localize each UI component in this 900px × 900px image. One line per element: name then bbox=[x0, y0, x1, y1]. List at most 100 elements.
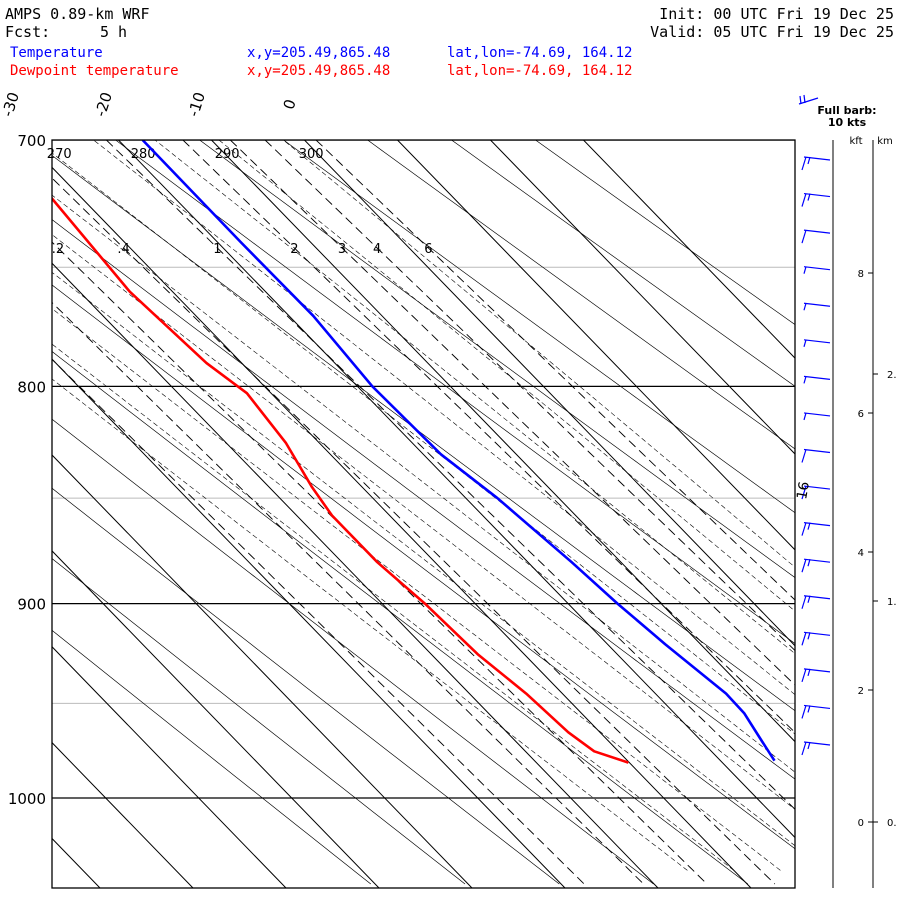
isotherm-line bbox=[52, 550, 380, 888]
isotherm-label: 0 bbox=[280, 97, 300, 112]
isotherm-line bbox=[583, 140, 795, 359]
potential-temp-label: 270 bbox=[47, 147, 72, 162]
mixing-ratio-label: 4 bbox=[373, 242, 381, 257]
wind-barb-half bbox=[803, 412, 807, 421]
wind-legend-barb bbox=[799, 95, 802, 105]
wind-barb-half bbox=[807, 705, 811, 713]
wind-barb bbox=[803, 229, 831, 234]
potential-temp-label: 280 bbox=[131, 147, 156, 162]
wind-barb-half bbox=[803, 303, 807, 311]
mixing-ratio-label: 2 bbox=[290, 242, 298, 257]
moist-adiabat bbox=[282, 140, 795, 568]
mixing-ratio-label: 1 bbox=[213, 242, 221, 257]
pressure-axis: 700 800 900 1000 bbox=[8, 132, 46, 808]
wind-barb bbox=[803, 412, 831, 417]
moist-adiabat bbox=[93, 140, 795, 695]
isotherm-line bbox=[52, 358, 566, 888]
mixing-ratio-line bbox=[315, 140, 795, 601]
legend-dewpoint-xy: x,y=205.49,865.48 bbox=[247, 63, 391, 79]
wind-barb bbox=[803, 704, 831, 710]
wind-legend-line2: 10 kts bbox=[828, 116, 867, 129]
potential-temp-label: 290 bbox=[215, 147, 240, 162]
legend-dewpoint-name: Dewpoint temperature bbox=[10, 63, 179, 79]
wind-barb bbox=[803, 302, 831, 307]
sounding-profiles bbox=[52, 140, 776, 764]
wind-barb-flag bbox=[801, 559, 807, 573]
wind-barb-half bbox=[803, 339, 807, 347]
dry-adiabat bbox=[283, 140, 795, 514]
wind-barb-flag bbox=[801, 595, 807, 609]
dry-adiabat bbox=[535, 140, 795, 326]
wind-barb-half bbox=[807, 668, 811, 677]
kft-label: kft bbox=[849, 136, 862, 147]
moist-adiabat bbox=[218, 140, 795, 612]
kft-tick-label: 6 bbox=[858, 409, 864, 420]
height-axis: 8 6 4 2 0 2. 1. 0. bbox=[858, 140, 897, 888]
wind-barb-flag bbox=[801, 522, 807, 536]
wind-barb-flag bbox=[801, 193, 807, 207]
pressure-tick-label: 800 bbox=[17, 378, 46, 396]
isotherm-label: -10 bbox=[184, 90, 209, 119]
wind-barb-half bbox=[807, 559, 811, 567]
wind-barb-half bbox=[807, 522, 811, 530]
wind-legend-barb bbox=[803, 94, 806, 104]
valid-time: Valid: 05 UTC Fri 19 Dec 25 bbox=[650, 23, 894, 41]
kft-tick-label: 4 bbox=[858, 548, 864, 559]
wind-barb bbox=[803, 448, 831, 454]
isotherm-line bbox=[118, 140, 795, 839]
isotherm-line bbox=[52, 262, 659, 888]
mixing-ratio-line bbox=[229, 140, 795, 686]
wind-barb bbox=[803, 485, 831, 490]
legend-temperature-latlon: lat,lon=-74.69, 164.12 bbox=[447, 45, 633, 61]
dry-adiabat bbox=[199, 140, 795, 578]
legend-temperature-name: Temperature bbox=[10, 45, 103, 61]
km-tick-label: 2. bbox=[887, 370, 897, 381]
isotherm-labels: -70-60-50-40-30-20-100220230240250260270… bbox=[0, 90, 324, 162]
mixing-ratio-line bbox=[182, 140, 795, 734]
kft-tick-label: 0 bbox=[858, 818, 864, 829]
km-label: km bbox=[877, 136, 893, 147]
dry-adiabat bbox=[52, 629, 372, 885]
wind-barb-half bbox=[803, 266, 807, 274]
isotherm-line bbox=[52, 454, 473, 888]
wind-barb-flag bbox=[801, 156, 807, 171]
potential-temp-label: 300 bbox=[299, 147, 324, 162]
wind-barb bbox=[803, 522, 831, 527]
wind-legend-barb bbox=[798, 97, 819, 105]
wind-barb bbox=[803, 339, 831, 344]
wind-barb-half bbox=[807, 156, 811, 165]
moist-adiabat bbox=[52, 234, 795, 810]
forecast-label: Fcst: bbox=[5, 23, 51, 41]
mixing-ratio-label: .1 bbox=[0, 242, 3, 257]
wind-barb-flag bbox=[801, 741, 807, 756]
moist-adiabat bbox=[52, 271, 795, 847]
isotherm-line bbox=[52, 166, 752, 888]
wind-barb-half bbox=[807, 595, 811, 603]
wind-barb-flag bbox=[801, 632, 807, 646]
moist-adiabat bbox=[52, 378, 688, 871]
isotherm-label: -20 bbox=[91, 90, 116, 119]
forecast-hour: 5 h bbox=[100, 23, 128, 41]
dry-adiabat bbox=[52, 284, 795, 850]
mixing-ratio-note: 16 bbox=[794, 480, 813, 500]
moist-adiabat bbox=[52, 308, 781, 871]
isotherm-line bbox=[304, 140, 795, 647]
wind-barb-flag bbox=[801, 229, 807, 244]
wind-barb bbox=[803, 631, 831, 636]
model-title: AMPS 0.89-km WRF bbox=[5, 5, 150, 23]
mixing-ratio-label: 6 bbox=[424, 242, 432, 257]
mixing-ratio-line bbox=[106, 140, 795, 810]
mixing-ratio-line bbox=[52, 241, 708, 885]
wind-barb-flag bbox=[801, 705, 807, 719]
mixing-ratio-label: .4 bbox=[117, 242, 129, 257]
dry-adiabat bbox=[52, 487, 560, 885]
dry-adiabat bbox=[52, 219, 795, 780]
wind-barb-flag bbox=[801, 485, 807, 500]
wind-barb bbox=[803, 741, 831, 746]
wind-barb-flag bbox=[801, 668, 807, 683]
wind-barb-half bbox=[807, 632, 811, 640]
moist-adiabat bbox=[52, 152, 795, 735]
legend-temperature-xy: x,y=205.49,865.48 bbox=[247, 45, 391, 61]
